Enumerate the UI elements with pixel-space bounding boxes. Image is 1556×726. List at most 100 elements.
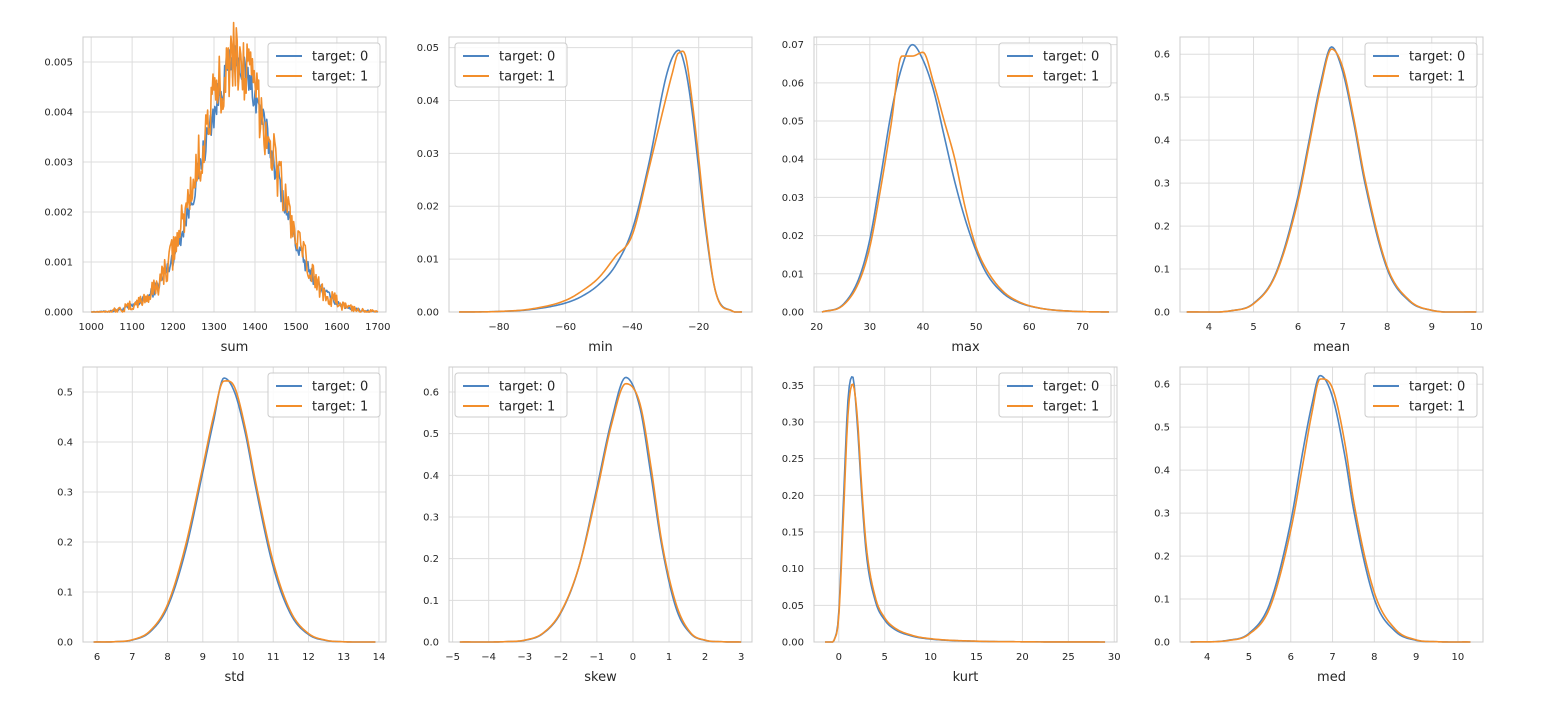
y-tick-label: 0.6 xyxy=(1154,380,1170,391)
x-tick-label: 8 xyxy=(1384,322,1390,333)
legend: target: 0 target: 1 xyxy=(1364,42,1478,88)
y-tick-label: 0.35 xyxy=(782,381,804,392)
y-tick-label: 0.0 xyxy=(1154,638,1170,649)
x-tick-label: 1400 xyxy=(242,322,267,333)
x-tick-label: 1200 xyxy=(160,322,185,333)
x-tick-label: 7 xyxy=(129,652,135,663)
y-tick-label: 0.0 xyxy=(1154,308,1170,319)
x-axis-label: min xyxy=(588,340,613,355)
y-tick-label: 0.04 xyxy=(782,155,804,166)
y-tick-label: 0.5 xyxy=(423,429,439,440)
y-tick-label: 0.2 xyxy=(423,554,439,565)
chart-panel-mean: 4 5 6 7 8 9 10 0.0 0.1 0.2 0.3 0.4 0.5 0.6 mean target:… xyxy=(1154,36,1484,355)
legend-entry: target: 0 xyxy=(1409,50,1465,65)
x-axis-label: sum xyxy=(221,340,249,355)
x-tick-label: −60 xyxy=(555,322,576,333)
x-tick-label: 9 xyxy=(1429,322,1435,333)
series-line-target-1 xyxy=(825,383,1106,643)
x-tick-label: 0 xyxy=(836,652,842,663)
x-tick-label: 30 xyxy=(863,322,876,333)
x-tick-label: 30 xyxy=(1108,652,1121,663)
legend: target: 0 target: 1 xyxy=(267,372,381,418)
x-tick-label: 4 xyxy=(1204,652,1210,663)
chart-panel-med: 4 5 6 7 8 9 10 0.0 0.1 0.2 0.3 0.4 0.5 0.6 med target: … xyxy=(1154,366,1484,685)
y-tick-label: 0.06 xyxy=(782,78,804,89)
plot-frame xyxy=(1179,36,1484,313)
x-tick-label: 5 xyxy=(1246,652,1252,663)
legend-entry: target: 1 xyxy=(1409,400,1465,415)
y-tick-label: 0.5 xyxy=(1154,93,1170,104)
y-tick-label: 0.003 xyxy=(44,158,73,169)
x-tick-label: 14 xyxy=(373,652,386,663)
series-line-target-1 xyxy=(1186,48,1477,313)
y-tick-label: 0.3 xyxy=(1154,509,1170,520)
y-tick-label: 0.4 xyxy=(423,471,439,482)
x-tick-label: 20 xyxy=(810,322,823,333)
x-axis-label: kurt xyxy=(953,670,979,685)
legend-entry: target: 0 xyxy=(1043,50,1099,65)
y-tick-label: 0.004 xyxy=(44,108,73,119)
x-tick-label: −1 xyxy=(590,652,605,663)
plot-frame xyxy=(813,36,1118,313)
y-tick-label: 0.00 xyxy=(417,308,439,319)
x-tick-label: 9 xyxy=(200,652,206,663)
y-tick-label: 0.02 xyxy=(782,231,804,242)
chart-panel-max: 20 30 40 50 60 70 0.00 0.01 0.02 0.03 0.04 0.05 0.06… xyxy=(782,36,1118,355)
x-tick-label: 60 xyxy=(1023,322,1036,333)
y-tick-label: 0.5 xyxy=(1154,423,1170,434)
y-tick-label: 0.25 xyxy=(782,454,804,465)
x-tick-label: 20 xyxy=(1016,652,1029,663)
series-line-target-1 xyxy=(91,21,379,313)
y-tick-label: 0.4 xyxy=(1154,136,1170,147)
chart-panel-kurt: 0 5 10 15 20 25 30 0.00 0.05 0.10 0.15 0.20 0.25 0.30… xyxy=(782,366,1121,685)
y-tick-label: 0.0 xyxy=(57,638,73,649)
legend-entry: target: 1 xyxy=(312,70,368,85)
y-tick-label: 0.3 xyxy=(1154,179,1170,190)
x-tick-label: 1600 xyxy=(324,322,349,333)
legend: target: 0 target: 1 xyxy=(998,372,1112,418)
x-tick-label: 6 xyxy=(1295,322,1301,333)
plot-frame xyxy=(448,366,753,643)
x-axis-label: mean xyxy=(1313,340,1350,355)
x-tick-label: 8 xyxy=(1371,652,1377,663)
y-tick-label: 0.0 xyxy=(423,638,439,649)
legend-entry: target: 0 xyxy=(1409,380,1465,395)
y-tick-label: 0.002 xyxy=(44,208,73,219)
x-tick-label: 12 xyxy=(302,652,315,663)
legend-entry: target: 1 xyxy=(1043,400,1099,415)
x-tick-label: −3 xyxy=(517,652,532,663)
y-tick-label: 0.2 xyxy=(57,538,73,549)
y-tick-label: 0.04 xyxy=(417,96,439,107)
plot-frame xyxy=(448,36,753,313)
x-tick-label: −4 xyxy=(481,652,496,663)
y-tick-label: 0.30 xyxy=(782,418,804,429)
y-tick-label: 0.3 xyxy=(423,513,439,524)
y-tick-label: 0.03 xyxy=(417,149,439,160)
x-tick-label: 9 xyxy=(1413,652,1419,663)
y-tick-label: 0.00 xyxy=(782,638,804,649)
chart-panel-min: −80 −60 −40 −20 0.00 0.01 0.02 0.03 0.04 0.05 min t… xyxy=(417,36,753,355)
legend-entry: target: 1 xyxy=(499,70,555,85)
x-tick-label: 8 xyxy=(164,652,170,663)
series-line-target-1 xyxy=(821,51,1110,313)
x-tick-label: −80 xyxy=(488,322,509,333)
y-tick-label: 0.01 xyxy=(782,269,804,280)
legend-entry: target: 0 xyxy=(499,50,555,65)
x-tick-label: 3 xyxy=(738,652,744,663)
legend-entry: target: 1 xyxy=(1043,70,1099,85)
x-tick-label: 1700 xyxy=(365,322,390,333)
legend-entry: target: 0 xyxy=(1043,380,1099,395)
legend: target: 0 target: 1 xyxy=(998,42,1112,88)
y-tick-label: 0.1 xyxy=(1154,595,1170,606)
y-tick-label: 0.05 xyxy=(417,43,439,54)
x-tick-label: 10 xyxy=(1452,652,1465,663)
x-tick-label: 40 xyxy=(917,322,930,333)
x-tick-label: 1500 xyxy=(283,322,308,333)
plot-frame xyxy=(82,366,387,643)
legend: target: 0 target: 1 xyxy=(267,42,381,88)
x-tick-label: −40 xyxy=(622,322,643,333)
x-tick-label: 25 xyxy=(1062,652,1075,663)
x-tick-label: 1 xyxy=(666,652,672,663)
series-line-target-1 xyxy=(93,380,376,643)
y-tick-label: 0.00 xyxy=(782,308,804,319)
